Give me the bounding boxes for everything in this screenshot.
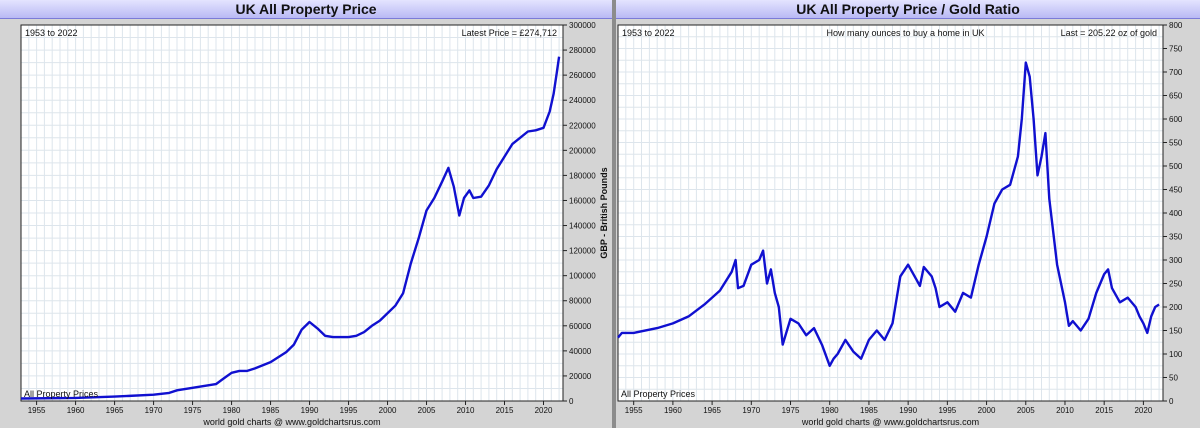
grid — [617, 24, 1163, 401]
x-tick-label: 1965 — [703, 406, 721, 415]
plot-frame — [20, 24, 564, 402]
y-tick-label: 180000 — [569, 171, 596, 180]
x-tick-label: 1970 — [742, 406, 760, 415]
property-price-chart: 0 20000 40000 60000 80000 100000 120000 140000 1… — [20, 21, 609, 427]
property-gold-ratio-chart: 0 50 100 150 200 250 300 350 400 450 500 550 600 650 7… — [617, 21, 1200, 427]
y-tick-label: 600 — [1169, 115, 1183, 124]
x-tick-label: 2015 — [496, 406, 514, 415]
series-line — [20, 56, 561, 400]
y-tick-label: 500 — [1169, 162, 1183, 171]
subtitle-description: How many ounces to buy a home in UK — [826, 28, 984, 38]
property-price-chart-panel: UK All Property Price 0 20000 40000 60000 80… — [0, 0, 612, 428]
y-tick-label: 350 — [1169, 233, 1183, 242]
x-tick-label: 1965 — [106, 406, 124, 415]
y-tick-label: 160000 — [569, 196, 596, 205]
y-tick-label: 250 — [1169, 280, 1183, 289]
subtitle-date-range: 1953 to 2022 — [25, 28, 78, 38]
x-tick-label: 1990 — [899, 406, 917, 415]
x-tick-label: 1955 — [625, 406, 643, 415]
footer-source: world gold charts @ www.goldchartsrus.co… — [801, 417, 979, 427]
chart-title: UK All Property Price — [0, 0, 612, 19]
x-tick-label: 1990 — [301, 406, 319, 415]
grid — [20, 24, 563, 401]
y-tick-label: 260000 — [569, 71, 596, 80]
y-axis-label: GBP - British Pounds — [599, 167, 609, 258]
y-tick-label: 200000 — [569, 146, 596, 155]
x-tick-label: 1985 — [860, 406, 878, 415]
x-tick-label: 2000 — [978, 406, 996, 415]
subtitle-latest-value: Last = 205.22 oz of gold — [1061, 28, 1157, 38]
series-line — [617, 61, 1160, 367]
y-tick-label: 40000 — [569, 347, 592, 356]
subtitle-date-range: 1953 to 2022 — [622, 28, 675, 38]
y-tick-label: 550 — [1169, 139, 1183, 148]
y-tick-label: 150 — [1169, 327, 1183, 336]
y-tick-label: 240000 — [569, 96, 596, 105]
x-tick-label: 1985 — [262, 406, 280, 415]
y-tick-label: 800 — [1169, 21, 1183, 30]
x-tick-label: 2020 — [535, 406, 553, 415]
x-tick-label: 1980 — [223, 406, 241, 415]
y-tick-label: 120000 — [569, 247, 596, 256]
y-tick-label: 450 — [1169, 186, 1183, 195]
legend-series-label: All Property Prices — [24, 389, 99, 399]
chart-title: UK All Property Price / Gold Ratio — [616, 0, 1200, 19]
y-tick-label: 700 — [1169, 68, 1183, 77]
x-tick-label: 2005 — [1017, 406, 1035, 415]
x-tick-label: 1980 — [821, 406, 839, 415]
y-tick-label: 650 — [1169, 92, 1183, 101]
y-tick-label: 280000 — [569, 46, 596, 55]
y-tick-label: 60000 — [569, 322, 592, 331]
x-tick-label: 1975 — [782, 406, 800, 415]
x-tick-label: 2000 — [379, 406, 397, 415]
x-tick-label: 1960 — [664, 406, 682, 415]
y-tick-label: 220000 — [569, 121, 596, 130]
property-gold-ratio-chart-panel: UK All Property Price / Gold Ratio 0 50 10… — [616, 0, 1200, 428]
y-tick-label: 50 — [1169, 374, 1178, 383]
x-tick-label: 2015 — [1095, 406, 1113, 415]
x-tick-label: 2010 — [1056, 406, 1074, 415]
y-tick-label: 80000 — [569, 297, 592, 306]
y-tick-label: 0 — [1169, 397, 1174, 406]
y-tick-label: 140000 — [569, 222, 596, 231]
x-tick-label: 1995 — [938, 406, 956, 415]
y-tick-label: 0 — [569, 397, 574, 406]
y-tick-label: 20000 — [569, 372, 592, 381]
y-tick-label: 100 — [1169, 350, 1183, 359]
x-tick-label: 1960 — [67, 406, 85, 415]
y-tick-label: 300000 — [569, 21, 596, 30]
x-tick-label: 1995 — [340, 406, 358, 415]
y-tick-label: 750 — [1169, 45, 1183, 54]
x-tick-label: 2010 — [457, 406, 475, 415]
x-tick-label: 2020 — [1134, 406, 1152, 415]
x-tick-label: 1970 — [145, 406, 163, 415]
x-tick-label: 1955 — [28, 406, 46, 415]
y-tick-label: 300 — [1169, 256, 1183, 265]
footer-source: world gold charts @ www.goldchartsrus.co… — [202, 417, 380, 427]
y-tick-label: 100000 — [569, 272, 596, 281]
y-tick-label: 200 — [1169, 303, 1183, 312]
x-tick-label: 1975 — [184, 406, 202, 415]
subtitle-latest-value: Latest Price = £274,712 — [462, 28, 557, 38]
x-tick-label: 2005 — [418, 406, 436, 415]
y-tick-label: 400 — [1169, 209, 1183, 218]
legend-series-label: All Property Prices — [621, 389, 696, 399]
